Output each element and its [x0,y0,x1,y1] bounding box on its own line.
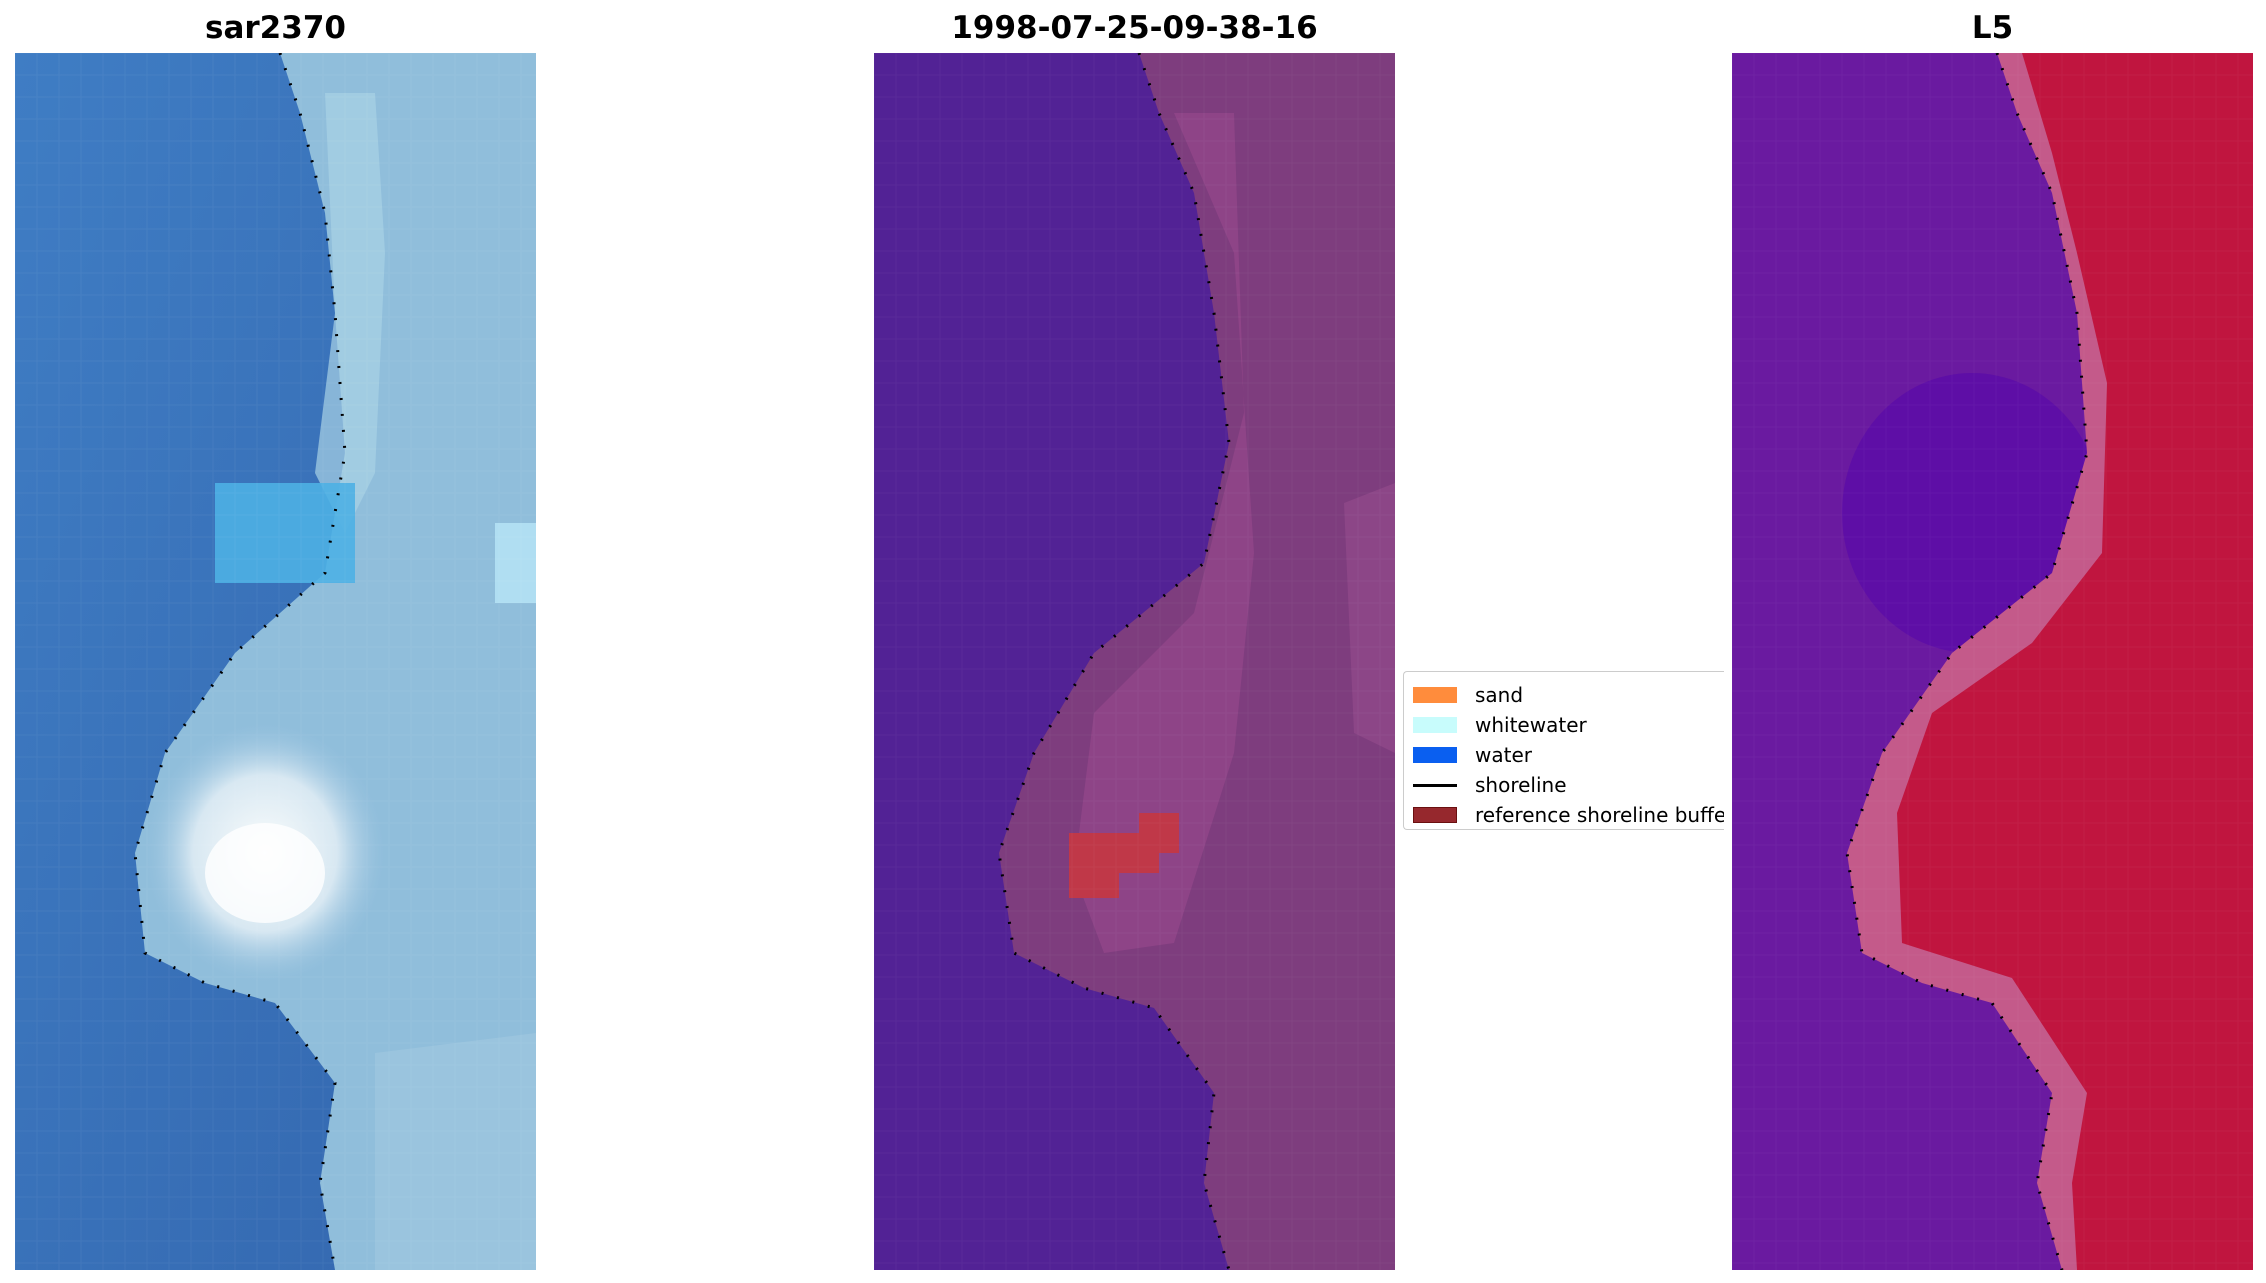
panel-title-classified: 1998-07-25-09-38-16 [951,10,1318,46]
sand-swatch [1413,687,1457,703]
legend-label-water: water [1475,743,1532,767]
legend-item-sand: sand [1413,680,1523,710]
shoreline-line-swatch [1413,783,1457,787]
reference-buffer-swatch [1413,807,1457,823]
legend-label-sand: sand [1475,683,1524,707]
legend-item-shoreline: shoreline [1413,770,1567,800]
classified-image [874,53,1395,1270]
legend: sand whitewater water shoreline referenc… [1403,671,1724,830]
index-image [1732,53,2253,1270]
panel-title-rgb: sar2370 [205,10,346,46]
panel-title-index: L5 [1971,10,2014,46]
legend-item-whitewater: whitewater [1413,710,1587,740]
legend-label-shoreline: shoreline [1475,773,1567,797]
whitewater-swatch [1413,717,1457,733]
legend-label-whitewater: whitewater [1475,713,1587,737]
legend-label-reference-buffer: reference shoreline buffer [1475,803,1724,827]
water-swatch [1413,747,1457,763]
legend-item-water: water [1413,740,1532,770]
legend-item-reference-buffer: reference shoreline buffer [1413,800,1724,829]
rgb-image [15,53,536,1270]
